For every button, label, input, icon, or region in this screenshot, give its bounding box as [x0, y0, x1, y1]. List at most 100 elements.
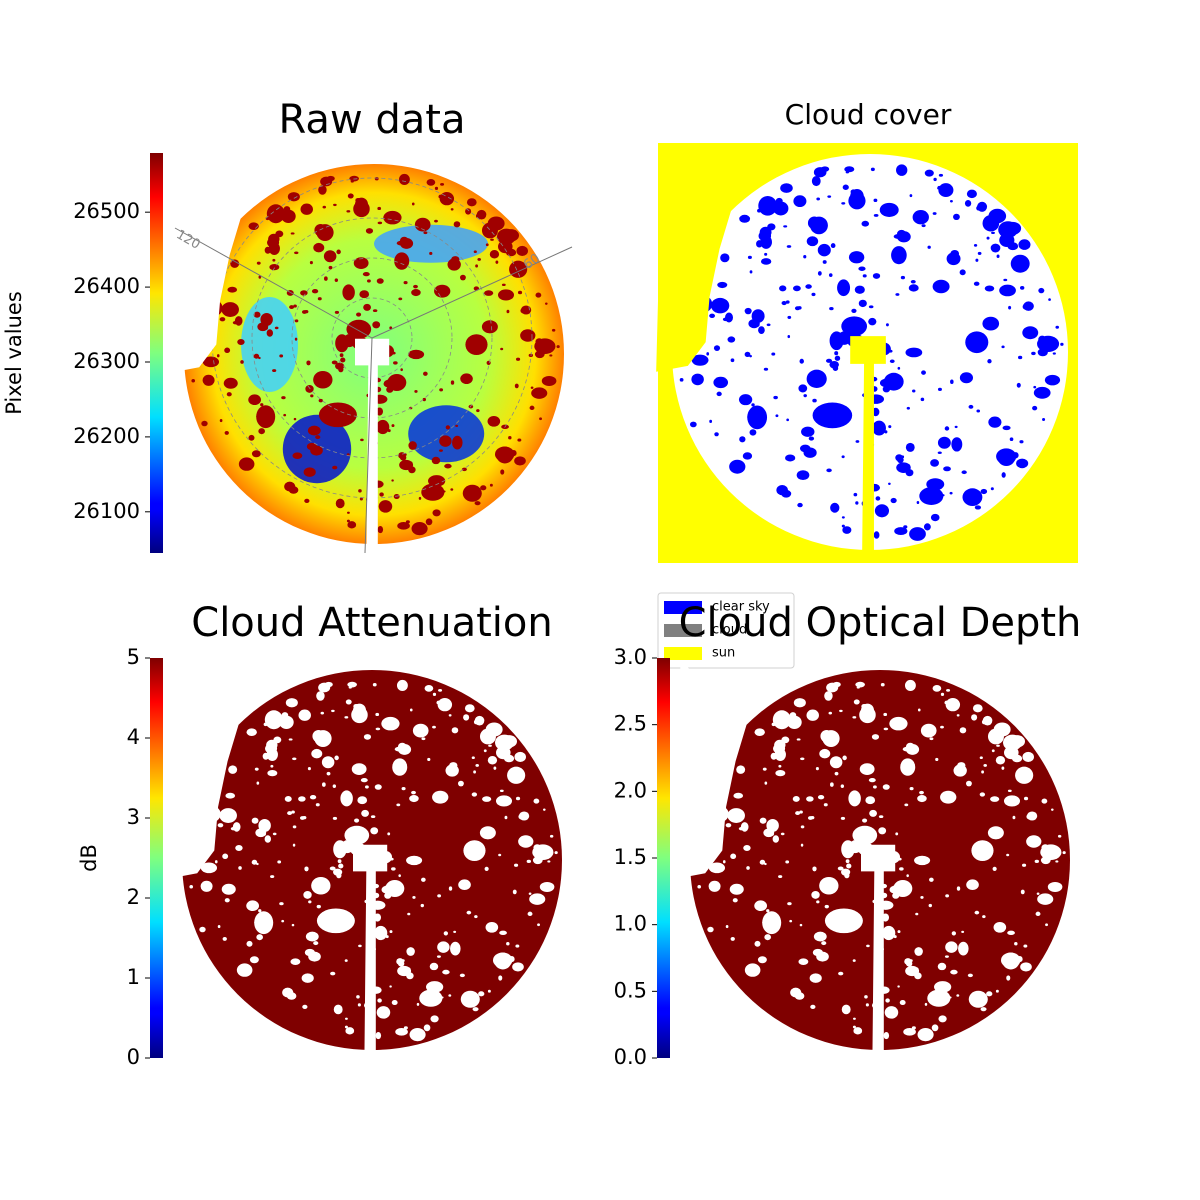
clear-blob — [1022, 863, 1027, 867]
cloud-blob — [517, 290, 523, 295]
polar-spoke — [174, 227, 373, 339]
cloud-blob — [450, 488, 454, 491]
polar-grid — [331, 297, 413, 379]
clear-blob — [251, 859, 258, 865]
cloud-blob — [422, 397, 427, 402]
clear-sky-patch — [910, 280, 916, 284]
clear-blob — [375, 1032, 382, 1040]
clear-sky-patch — [796, 470, 810, 481]
clear-blob — [361, 809, 369, 817]
cloud-blob — [431, 456, 441, 465]
clear-blob — [344, 959, 348, 962]
clear-blob — [501, 735, 518, 748]
clear-blob — [958, 941, 969, 956]
clear-blob — [787, 715, 802, 729]
cloud-blob — [309, 260, 313, 265]
panel-title: Cloud cover — [785, 98, 952, 131]
cloud-blob — [510, 450, 517, 457]
clear-blob — [884, 1006, 899, 1019]
clear-blob — [221, 883, 236, 895]
cloud-blob — [356, 312, 362, 317]
clear-blob — [883, 727, 889, 731]
clear-blob — [883, 1032, 890, 1040]
clear-blob — [270, 764, 274, 768]
clear-sky-patch — [896, 462, 911, 473]
cloud-blob — [367, 279, 371, 283]
cloud-blob — [474, 501, 481, 506]
cloud-blob — [328, 265, 333, 270]
clear-blob — [1026, 813, 1033, 820]
clear-blob — [793, 698, 806, 708]
cloud-blob — [551, 328, 556, 332]
clear-blob — [331, 709, 335, 713]
cloud-blob — [260, 313, 273, 326]
clear-sky-patch — [1016, 458, 1029, 469]
clear-blob — [800, 843, 804, 847]
clear-blob — [1047, 881, 1063, 893]
cloud-blob — [450, 380, 455, 385]
clear-blob — [396, 803, 401, 807]
clear-sky-patch — [1048, 298, 1051, 301]
clear-blob — [1041, 844, 1049, 852]
clear-blob — [730, 936, 735, 941]
patch — [374, 224, 488, 263]
clear-blob — [900, 725, 905, 729]
clear-sky-patch — [773, 201, 789, 216]
clear-blob — [951, 931, 957, 936]
clear-sky-patch — [813, 167, 827, 178]
clear-blob — [852, 959, 856, 962]
colorbar-tick-label: 26100 — [73, 499, 140, 523]
cloud-blob — [303, 467, 316, 477]
clear-sky-patch — [714, 432, 719, 437]
clear-sky-patch — [799, 358, 804, 364]
clear-blob — [965, 780, 972, 787]
clear-sky-patch — [896, 231, 911, 243]
clear-blob — [282, 987, 294, 998]
clear-sky-patch — [786, 418, 789, 422]
clear-sky-patch — [725, 312, 733, 323]
clear-blob — [971, 840, 994, 862]
cloud-blob — [266, 204, 285, 224]
clear-blob — [326, 771, 331, 776]
clear-blob — [819, 748, 831, 759]
clear-blob — [291, 810, 295, 814]
clear-blob — [906, 874, 909, 878]
cloud-blob — [549, 354, 553, 357]
clear-blob — [411, 790, 416, 795]
clear-blob — [978, 855, 981, 859]
cloud-blob — [440, 183, 445, 186]
clear-blob — [225, 792, 236, 799]
clear-blob — [987, 826, 1004, 840]
clear-blob — [812, 948, 823, 957]
panel-title: Cloud Optical Depth — [679, 600, 1082, 646]
cloud-blob — [226, 392, 232, 397]
clear-blob — [406, 855, 423, 866]
clear-blob — [810, 1004, 816, 1010]
cloud-blob — [264, 327, 268, 330]
clear-sky-patch — [729, 459, 746, 474]
clear-blob — [971, 714, 978, 721]
clear-sky-patch — [964, 200, 972, 207]
cloud-blob — [293, 304, 297, 308]
clear-sky-patch — [837, 279, 851, 297]
clear-blob — [944, 955, 949, 958]
clear-blob — [864, 995, 868, 999]
clear-blob — [838, 971, 844, 976]
cloud-blob — [377, 526, 384, 534]
colorbar-tick-label: 26300 — [73, 349, 140, 373]
cloud-blob — [248, 222, 259, 230]
clear-blob — [445, 764, 459, 777]
clear-sky-patch — [977, 251, 982, 255]
cloud-blob — [496, 446, 514, 464]
clear-blob — [983, 763, 987, 767]
clear-blob — [498, 975, 503, 981]
clear-blob — [790, 987, 802, 998]
clear-blob — [743, 845, 751, 852]
clear-blob — [829, 756, 843, 769]
clear-blob — [267, 746, 272, 751]
clear-blob — [348, 686, 352, 689]
cloud-blob — [383, 210, 402, 225]
clear-sky-patch — [816, 197, 820, 201]
clear-blob — [304, 948, 315, 957]
clear-sky-patch — [829, 307, 834, 311]
